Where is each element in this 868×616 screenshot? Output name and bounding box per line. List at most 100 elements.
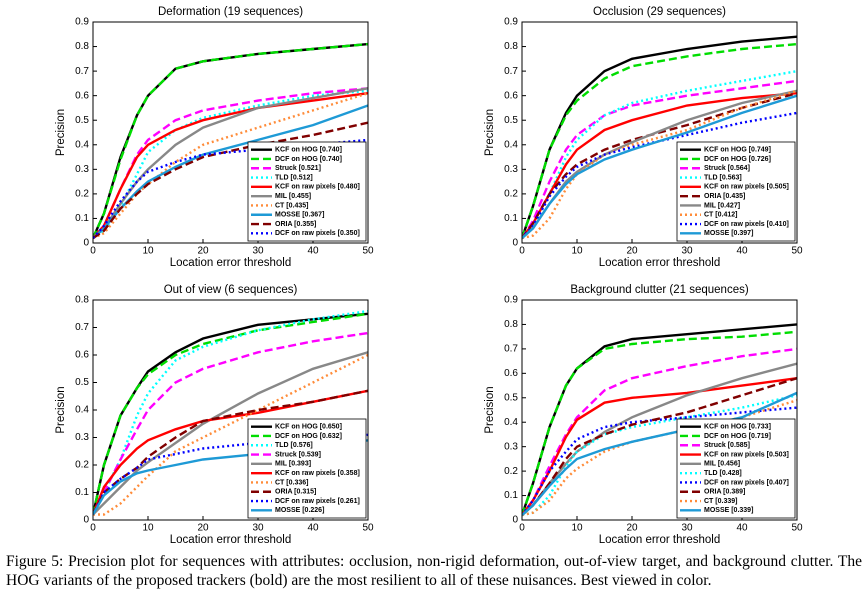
y-tick-label: 0.8	[504, 41, 518, 52]
y-tick-label: 0.6	[504, 368, 518, 379]
chart-title: Deformation (19 sequences)	[158, 6, 303, 18]
x-axis-label: Location error threshold	[599, 534, 720, 546]
legend-label: ORIA [0.435]	[704, 193, 745, 200]
legend-label: MOSSE [0.226]	[275, 507, 324, 514]
series-line	[93, 42, 368, 239]
series-line	[93, 353, 368, 516]
series-line	[522, 89, 797, 240]
series-line	[93, 92, 368, 239]
y-tick-label: 0.2	[75, 460, 89, 471]
legend-label: ORIA [0.389]	[704, 489, 745, 496]
x-axis-label: Location error threshold	[170, 534, 291, 546]
y-tick-label: 0.8	[504, 319, 518, 330]
y-tick-label: 0.6	[75, 90, 89, 101]
caption: Figure 5: Precision plot for sequences w…	[6, 553, 862, 589]
legend-label: DCF on raw pixels [0.407]	[704, 479, 789, 486]
figure: Deformation (19 sequences) Location error…	[55, 6, 803, 546]
x-tick-label: 10	[571, 523, 583, 534]
y-tick-label: 0.4	[75, 139, 89, 150]
legend-label: DCF on HOG [0.719]	[704, 433, 771, 440]
chart-title: Background clutter (21 sequences)	[570, 284, 749, 296]
chart-title: Occlusion (29 sequences)	[593, 6, 726, 18]
series-line	[522, 330, 797, 516]
x-tick-label: 10	[142, 523, 154, 534]
y-tick-label: 0.3	[504, 164, 518, 175]
x-tick-label: 30	[252, 523, 264, 534]
plot-frame	[521, 299, 798, 521]
y-tick-label: 0	[83, 515, 89, 526]
legend-label: CT [0.336]	[275, 479, 308, 486]
series-line	[93, 89, 368, 240]
series-line	[93, 87, 368, 239]
y-tick-label: 0.7	[75, 66, 89, 77]
legend-label: Struck [0.539]	[275, 451, 321, 458]
legend-label: DCF on HOG [0.632]	[275, 433, 342, 440]
legend-label: ORIA [0.315]	[275, 489, 316, 496]
y-tick-label: 0.1	[75, 487, 89, 498]
legend-label: MIL [0.427]	[704, 202, 740, 209]
series-line	[93, 433, 368, 516]
x-tick-label: 20	[626, 523, 638, 534]
panel: Background clutter (21 sequences) Locatio…	[484, 284, 803, 546]
legend-label: KCF on raw pixels [0.505]	[704, 184, 789, 191]
legend-label: MOSSE [0.397]	[704, 230, 753, 237]
legend-label: MOSSE [0.339]	[704, 507, 753, 514]
legend-label: TLD [0.428]	[704, 470, 742, 477]
y-axis-label: Precision	[484, 386, 496, 433]
chart-title: Out of view (6 sequences)	[164, 284, 298, 296]
x-tick-label: 40	[736, 523, 748, 534]
legend-label: Struck [0.521]	[275, 165, 321, 172]
y-tick-label: 0	[512, 515, 518, 526]
legend-label: KCF on raw pixels [0.358]	[275, 470, 360, 477]
x-tick-label: 0	[519, 523, 525, 534]
y-axis-label: Precision	[55, 109, 67, 156]
y-tick-label: 0	[512, 238, 518, 249]
y-tick-label: 0.9	[504, 17, 518, 28]
x-tick-label: 10	[571, 246, 583, 257]
plot-frame	[521, 21, 798, 244]
legend-label: Struck [0.564]	[704, 165, 750, 172]
legend-label: DCF on HOG [0.740]	[275, 156, 342, 163]
series-line	[522, 92, 797, 239]
y-tick-label: 0.2	[504, 466, 518, 477]
y-tick-label: 0.6	[504, 90, 518, 101]
series-line	[93, 389, 368, 516]
legend-label: MIL [0.455]	[275, 193, 311, 200]
y-axis-label: Precision	[55, 386, 67, 433]
legend-label: Struck [0.585]	[704, 442, 750, 449]
y-tick-label: 0.4	[75, 405, 89, 416]
legend-label: DCF on raw pixels [0.261]	[275, 498, 360, 505]
y-tick-label: 0.6	[75, 350, 89, 361]
x-axis-label: Location error threshold	[170, 257, 291, 269]
legend-label: DCF on HOG [0.726]	[704, 156, 771, 163]
legend-label: KCF on HOG [0.733]	[704, 423, 771, 430]
y-tick-label: 0.7	[75, 322, 89, 333]
y-tick-label: 0.9	[75, 17, 89, 28]
y-tick-label: 0.3	[75, 164, 89, 175]
legend: KCF on HOG [0.740] DCF on HOG [0.740] Stru…	[247, 141, 367, 242]
legend-label: KCF on raw pixels [0.503]	[704, 451, 789, 458]
x-tick-label: 0	[519, 246, 525, 257]
y-tick-label: 0	[83, 238, 89, 249]
panel: Occlusion (29 sequences) Location error t…	[484, 6, 803, 269]
panel: Deformation (19 sequences) Location error…	[55, 6, 374, 269]
series-line	[522, 42, 797, 239]
legend: KCF on HOG [0.650] DCF on HOG [0.632] TLD …	[247, 418, 367, 519]
series-line	[522, 111, 797, 239]
y-tick-label: 0.9	[504, 295, 518, 306]
legend-label: MOSSE [0.367]	[275, 212, 324, 219]
legend-label: CT [0.435]	[275, 202, 308, 209]
x-tick-label: 0	[90, 523, 96, 534]
series-line	[522, 94, 797, 239]
legend-label: KCF on HOG [0.749]	[704, 146, 771, 153]
legend-label: KCF on HOG [0.740]	[275, 146, 342, 153]
y-tick-label: 0.3	[75, 432, 89, 443]
legend: KCF on HOG [0.733] DCF on HOG [0.719] Stru…	[676, 418, 796, 519]
y-tick-label: 0.5	[504, 115, 518, 126]
y-tick-label: 0.4	[504, 139, 518, 150]
y-axis-label: Precision	[484, 109, 496, 156]
x-tick-label: 50	[791, 246, 803, 257]
legend: KCF on HOG [0.749] DCF on HOG [0.726] Stru…	[676, 141, 796, 242]
y-tick-label: 0.7	[504, 344, 518, 355]
